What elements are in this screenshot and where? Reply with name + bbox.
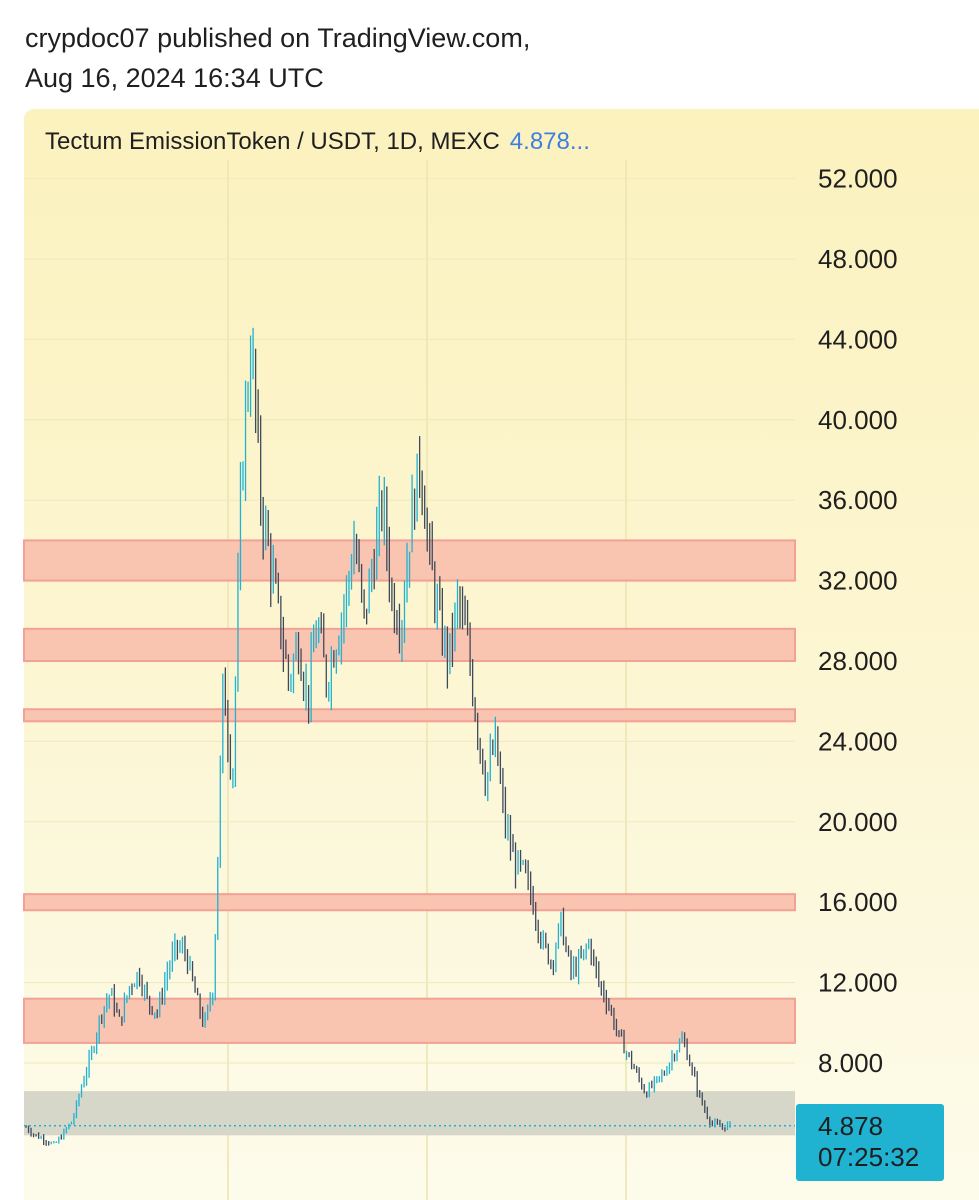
y-tick-label: 52.000 [818,164,898,194]
resistance-zone [23,708,796,723]
symbol-title: Tectum EmissionToken / USDT, 1D, MEXC [45,128,500,155]
bar-countdown: 07:25:32 [818,1142,920,1172]
y-tick-label: 8.000 [818,1048,883,1078]
y-tick-label: 44.000 [818,324,898,354]
y-tick-label: 12.000 [818,968,898,998]
header-price: 4.878... [509,128,590,155]
byline: crypdoc07 published on TradingView.com, … [25,18,530,98]
y-tick-label: 40.000 [818,405,898,435]
y-tick-label: 36.000 [818,485,898,515]
last-price-label: 4.878 07:25:32 [796,1104,944,1181]
chart-header: Tectum EmissionToken / USDT, 1D, MEXC 4.8… [45,128,590,156]
resistance-zone [23,627,796,663]
y-tick-label: 24.000 [818,726,898,756]
y-tick-label: 20.000 [818,807,898,837]
publish-date: Aug 16, 2024 16:34 UTC [25,63,324,93]
support-zone-gray [24,1091,795,1136]
y-tick-label: 28.000 [818,646,898,676]
resistance-zone [23,997,796,1044]
last-price: 4.878 [818,1111,884,1141]
y-tick-label: 32.000 [818,566,898,596]
y-tick-label: 48.000 [818,244,898,274]
y-tick-label: 16.000 [818,887,898,917]
publisher-line: crypdoc07 published on TradingView.com, [25,23,531,53]
resistance-zone [23,893,796,912]
